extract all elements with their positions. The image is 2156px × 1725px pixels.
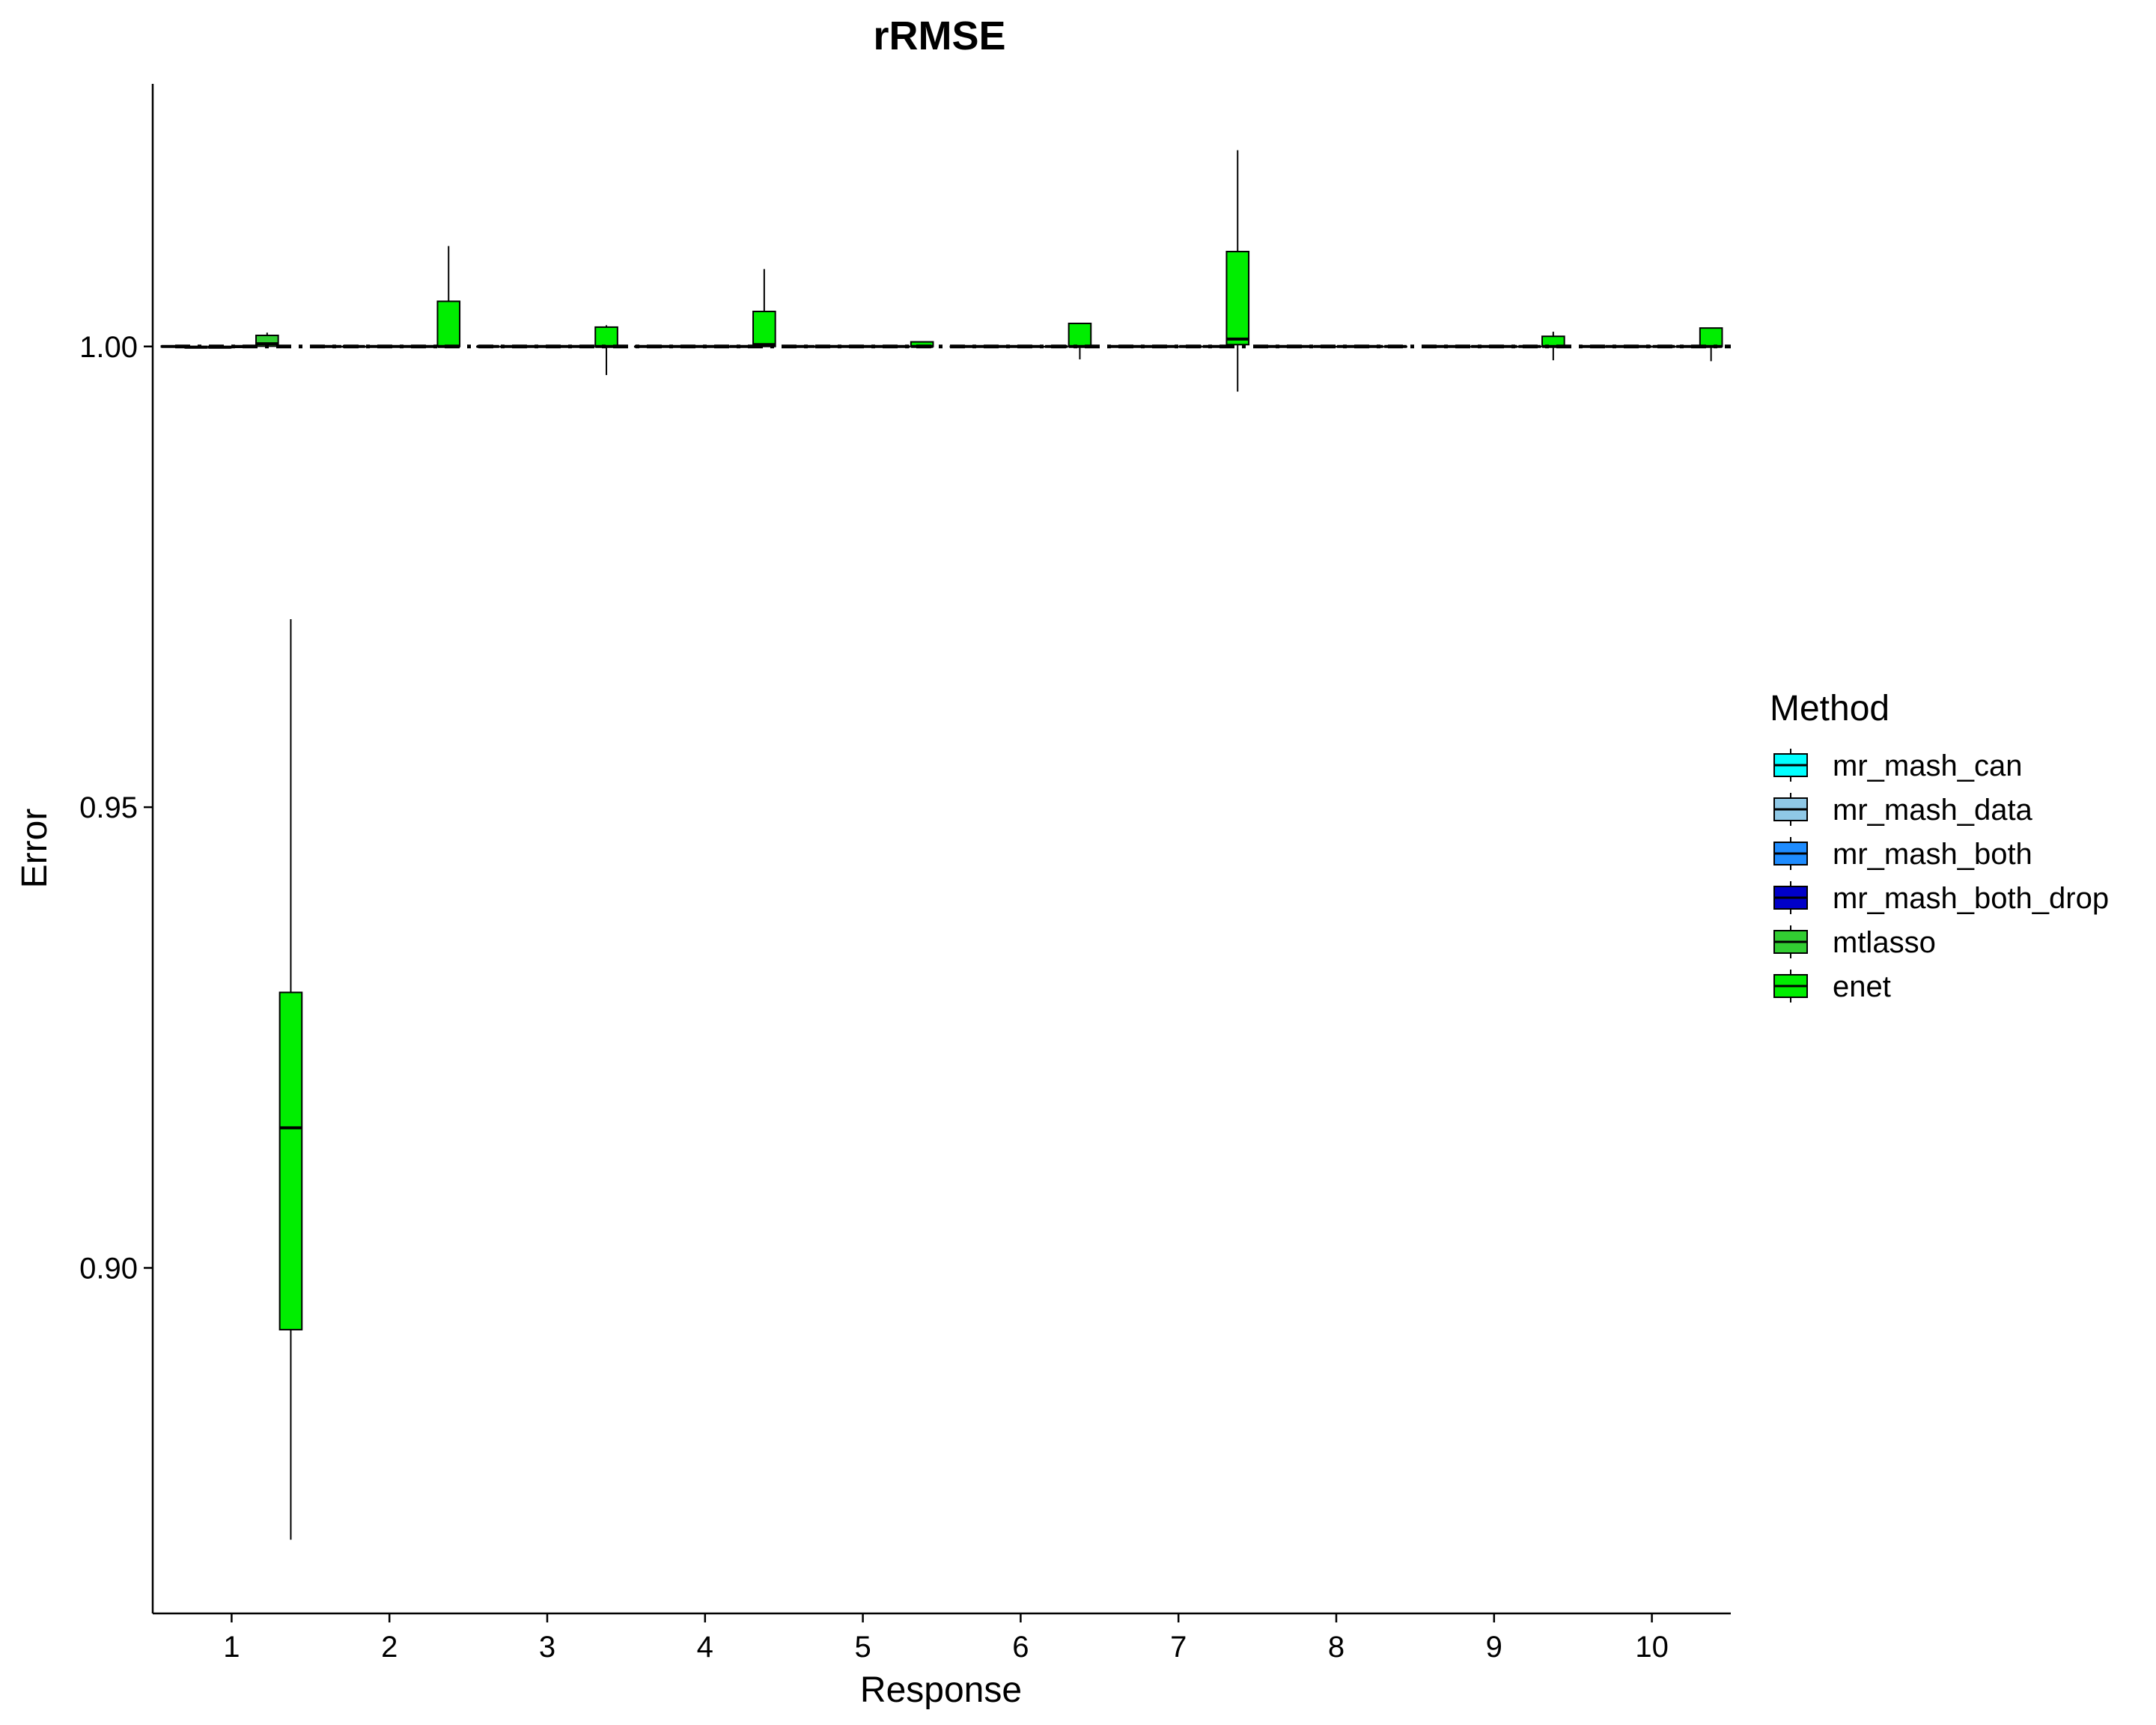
box-body (1699, 327, 1723, 347)
box-body (278, 991, 303, 1330)
x-tick-label: 5 (854, 1631, 871, 1664)
legend-label: mr_mash_both (1833, 838, 2032, 871)
x-tick-label: 2 (381, 1631, 398, 1664)
y-tick-label: 1.00 (79, 331, 138, 364)
y-tick-label: 0.95 (79, 791, 138, 824)
y-tick-label: 0.90 (79, 1252, 138, 1285)
x-tick-label: 9 (1486, 1631, 1502, 1664)
box-body (1068, 322, 1092, 347)
box-enet-7 (1225, 150, 1250, 392)
x-tick-label: 8 (1328, 1631, 1345, 1664)
legend: Method mr_mash_can mr_mash_data mr_mash_bo… (1770, 689, 2109, 1003)
legend-label: mtlasso (1833, 926, 1936, 959)
box-body (1225, 250, 1250, 346)
box-enet-4 (752, 269, 776, 347)
legend-item-mtlasso: mtlasso (1773, 925, 1936, 959)
legend-item-enet: enet (1773, 970, 1891, 1003)
legend-item-mr_mash_both: mr_mash_both (1773, 837, 2032, 871)
y-axis-title: Error (15, 809, 55, 889)
x-tick-label: 3 (539, 1631, 555, 1664)
legend-item-mr_mash_both_drop: mr_mash_both_drop (1773, 881, 2109, 915)
box-body (594, 326, 618, 347)
box-mtlasso-1 (255, 332, 279, 347)
legend-label: mr_mash_can (1833, 749, 2022, 782)
box-body (436, 300, 461, 347)
x-tick-label: 1 (223, 1631, 240, 1664)
box-enet-3 (594, 325, 618, 375)
legend-label: mr_mash_data (1833, 794, 2033, 827)
box-body (752, 310, 776, 347)
chart-title: rRMSE (873, 13, 1005, 58)
x-tick-label: 7 (1170, 1631, 1187, 1664)
legend-item-mr_mash_data: mr_mash_data (1773, 793, 2033, 827)
legend-title: Method (1770, 689, 1889, 728)
x-tick-label: 10 (1635, 1631, 1669, 1664)
legend-item-mr_mash_can: mr_mash_can (1773, 749, 2022, 782)
x-axis-title: Response (860, 1670, 1022, 1710)
box-enet-1 (278, 619, 303, 1540)
x-tick-label: 4 (697, 1631, 713, 1664)
legend-label: mr_mash_both_drop (1833, 882, 2109, 915)
box-enet-2 (436, 246, 461, 348)
legend-label: enet (1833, 970, 1891, 1003)
plot-area: 0.90 0.95 1.00 1 2 3 4 5 6 7 8 9 10 (79, 84, 1731, 1664)
x-tick-label: 6 (1012, 1631, 1029, 1664)
box-enet-6 (1068, 322, 1092, 359)
